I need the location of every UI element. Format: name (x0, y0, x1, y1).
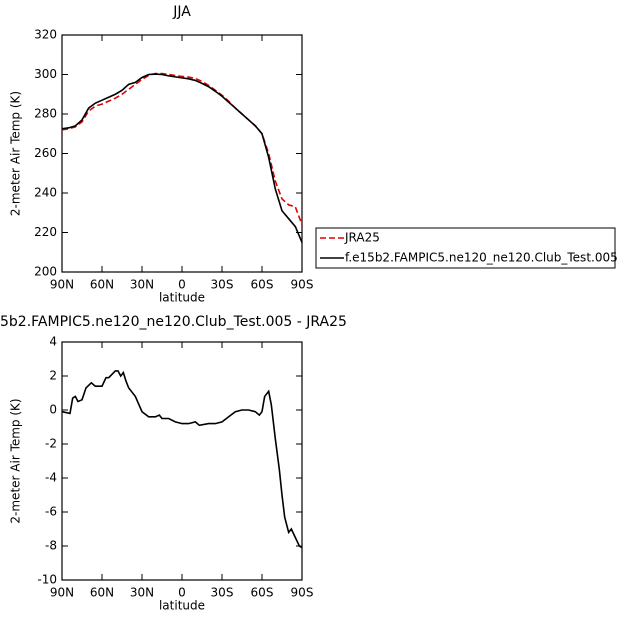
y-tick-label: 4 (49, 335, 57, 349)
y-tick-label: -8 (45, 539, 57, 553)
chart-title: 5b2.FAMPIC5.ne120_ne120.Club_Test.005 - … (0, 314, 347, 330)
y-tick-label: 280 (34, 107, 57, 121)
plot-frame (61, 34, 303, 273)
y-tick-label: -2 (45, 437, 57, 451)
x-axis-label: latitude (159, 599, 205, 613)
x-tick-label: 0 (178, 278, 186, 292)
x-tick-label: 30N (130, 586, 154, 600)
x-tick-label: 60S (251, 586, 274, 600)
x-tick-label: 0 (178, 586, 186, 600)
data-line (61, 370, 303, 549)
x-tick-label: 90S (291, 586, 314, 600)
y-tick-label: -10 (37, 573, 57, 587)
chart-title: JJA (172, 4, 191, 20)
data-line (61, 73, 303, 243)
y-tick-label: 240 (34, 186, 57, 200)
x-axis-label: latitude (159, 291, 205, 305)
y-tick-label: 320 (34, 28, 57, 42)
x-tick-label: 30S (211, 278, 234, 292)
legend-label: JRA25 (344, 231, 380, 245)
x-tick-label: 90N (50, 278, 74, 292)
legend-label: f.e15b2.FAMPIC5.ne120_ne120.Club_Test.00… (345, 251, 618, 265)
y-axis-label: 2-meter Air Temp (K) (9, 398, 23, 523)
legend-box (315, 227, 616, 269)
y-tick-label: -6 (45, 505, 57, 519)
y-tick-label: 260 (34, 146, 57, 160)
x-tick-label: 60N (90, 586, 114, 600)
x-tick-label: 90S (291, 278, 314, 292)
plot-frame (61, 341, 303, 581)
x-tick-label: 30N (130, 278, 154, 292)
y-tick-label: 0 (49, 403, 57, 417)
y-tick-label: 200 (34, 265, 57, 279)
y-tick-label: 300 (34, 67, 57, 81)
x-tick-label: 30S (211, 586, 234, 600)
y-tick-label: 220 (34, 225, 57, 239)
y-axis-label: 2-meter Air Temp (K) (9, 91, 23, 216)
x-tick-label: 60N (90, 278, 114, 292)
x-tick-label: 60S (251, 278, 274, 292)
y-tick-label: -4 (45, 471, 57, 485)
x-tick-label: 90N (50, 586, 74, 600)
y-tick-label: 2 (49, 369, 57, 383)
